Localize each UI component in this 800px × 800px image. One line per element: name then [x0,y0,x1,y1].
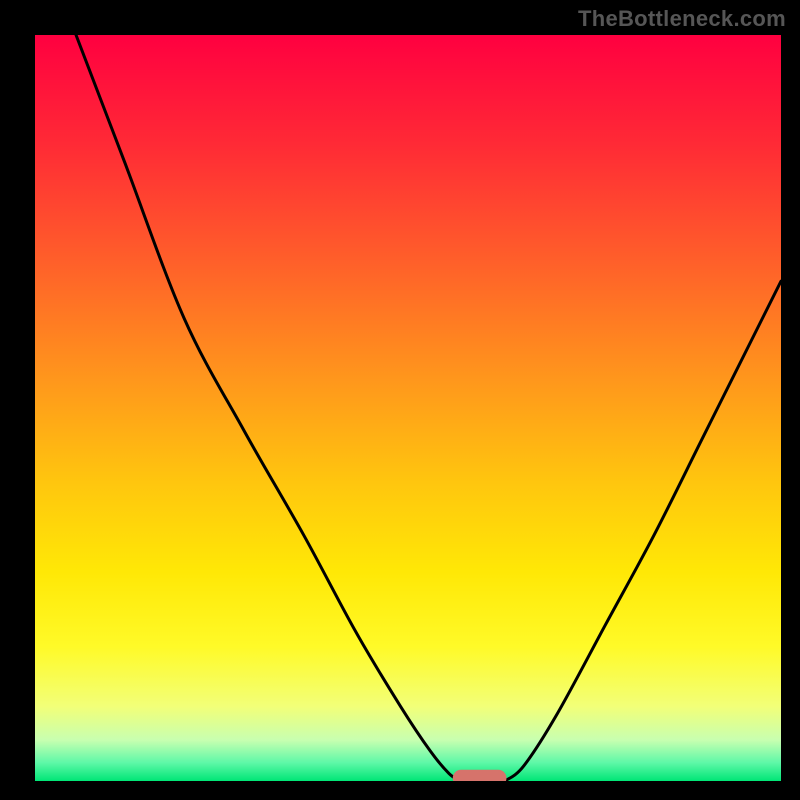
watermark-text: TheBottleneck.com [578,6,786,32]
chart-frame: TheBottleneck.com [0,0,800,800]
gradient-background [35,35,781,781]
bottleneck-chart [35,35,781,781]
bottom-capsule [453,770,507,781]
